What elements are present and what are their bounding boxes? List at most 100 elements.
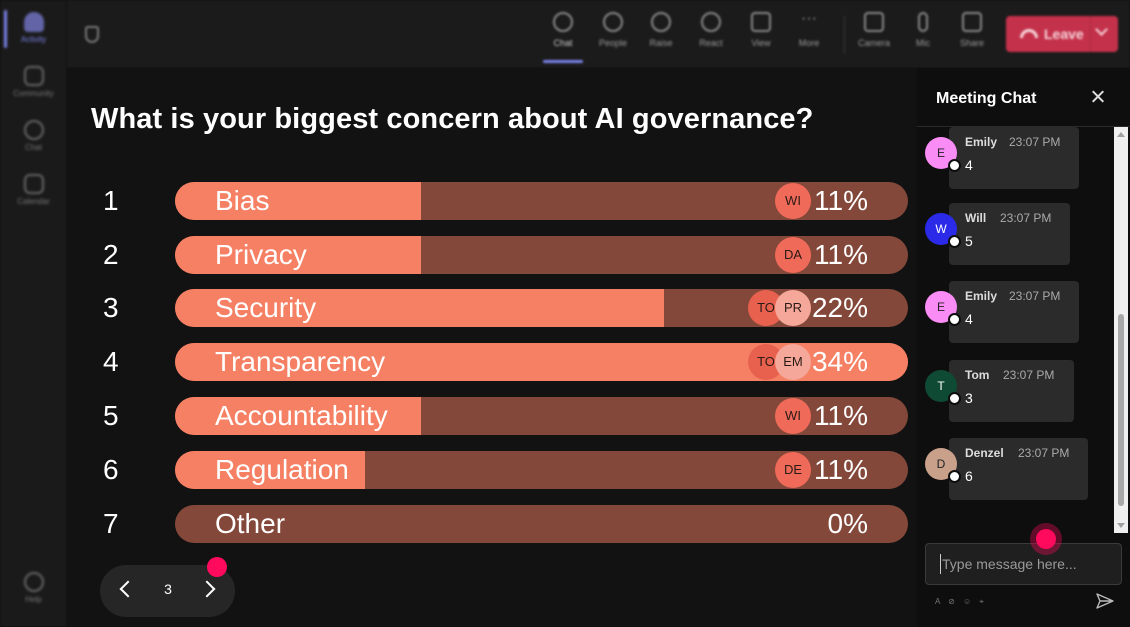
chat-sender-name: Tom [965, 368, 990, 382]
mic-icon [918, 12, 928, 32]
chat-message-text: 5 [965, 233, 973, 249]
toolbar-raise-button[interactable]: Raise [641, 12, 681, 48]
toolbar-react-button[interactable]: React [691, 12, 731, 48]
poll-option-label: Privacy [215, 239, 307, 270]
toolbar-label: More [798, 38, 820, 48]
pointer-indicator-dot [1030, 523, 1062, 555]
shield-icon [85, 26, 99, 43]
chat-message-text: 3 [965, 390, 973, 406]
chat-sender-name: Denzel [965, 446, 1004, 460]
avatar[interactable]: W [925, 213, 961, 248]
avatar[interactable]: E [925, 291, 961, 326]
toolbar-chat-button[interactable]: Chat [543, 12, 583, 48]
send-icon[interactable] [1096, 593, 1114, 609]
rail-item-label: Chat [25, 143, 42, 152]
calendar-icon [23, 174, 44, 194]
poll-option-label: Security [215, 292, 317, 323]
more-icon: ··· [801, 10, 817, 27]
chat-bubble: Emily 23:07 PM 4 [949, 281, 1079, 343]
help-icon [23, 572, 44, 592]
rail-item-label: Help [25, 595, 42, 604]
toolbar-separator [844, 16, 845, 54]
camera-icon [864, 12, 884, 32]
toolbar-label: Camera [857, 38, 890, 48]
rail-item-community[interactable]: Community [0, 66, 67, 98]
rail-item-chat[interactable]: Chat [0, 120, 67, 152]
rail-item-label: Activity [20, 35, 47, 44]
scroll-up-arrow-icon[interactable] [1117, 132, 1125, 137]
chat-timestamp: 23:07 PM [1018, 446, 1070, 460]
meeting-toolbar: Chat People Raise React View ··· More Ca… [67, 0, 1130, 68]
toolbar-camera-button[interactable]: Camera [854, 12, 894, 48]
chat-bubble: Emily 23:07 PM 4 [949, 127, 1079, 189]
chat-bubble: Denzel 23:07 PM 6 [949, 438, 1088, 500]
rail-item-calendar[interactable]: Calendar [0, 174, 67, 206]
poll-option-label: Accountability [215, 400, 388, 431]
poll-option-fill [175, 397, 421, 435]
scrollbar-thumb[interactable] [1118, 314, 1124, 506]
chat-bubble: Tom 23:07 PM 3 [949, 360, 1074, 422]
avatar[interactable]: D [925, 448, 961, 483]
chevron-right-icon[interactable] [198, 580, 216, 598]
avatar[interactable]: E [925, 137, 961, 172]
toolbar-more-button[interactable]: ··· More [789, 10, 829, 49]
voter-avatar: PR [775, 290, 811, 326]
scroll-down-arrow-icon[interactable] [1117, 523, 1125, 528]
chat-bubble: Will 23:07 PM 5 [949, 203, 1070, 265]
hand-icon [651, 12, 671, 32]
toolbar-share-button[interactable]: Share [952, 12, 992, 48]
chevron-left-icon[interactable] [119, 580, 137, 598]
toolbar-label: Raise [649, 38, 673, 48]
rail-item-activity[interactable]: Activity [0, 12, 67, 44]
poll-option-bar: Security TO PR 22% [175, 289, 908, 327]
chat-timestamp: 23:07 PM [1009, 289, 1061, 303]
smile-icon [701, 12, 721, 32]
rail-item-help[interactable]: Help [0, 572, 67, 604]
toolbar-view-button[interactable]: View [741, 12, 781, 48]
close-icon[interactable] [1089, 88, 1107, 106]
poll-option-percent: 34% [811, 346, 868, 377]
chat-message-list: Emily 23:07 PM 4 E Will 23:07 PM 5 W Emily 23:07 … [917, 127, 1113, 533]
poll-option-fill [175, 182, 421, 220]
chat-message-text: 6 [965, 468, 973, 484]
poll-option-number: 7 [103, 508, 119, 539]
poll-option-number: 5 [103, 400, 119, 431]
toolbar-active-indicator [543, 60, 583, 63]
poll-option-fill [175, 289, 664, 327]
poll-option-label: Regulation [215, 454, 349, 485]
chat-icon [23, 120, 44, 140]
chevron-down-icon[interactable] [1095, 23, 1108, 36]
poll-option-fill [175, 236, 421, 274]
leave-label: Leave [1044, 26, 1084, 42]
poll-option-number: 6 [103, 454, 119, 485]
pager-page-number: 3 [164, 581, 172, 597]
chat-message-input[interactable] [925, 543, 1122, 585]
toolbar-label: React [699, 38, 723, 48]
poll-option-fill [175, 451, 365, 489]
people-icon [603, 12, 623, 32]
voter-avatar: EM [775, 344, 811, 380]
text-caret [940, 554, 941, 574]
format-options-icon[interactable]: A ⊘ ☺ ⌖ [935, 597, 987, 606]
poll-option-percent: 22% [811, 292, 868, 323]
chat-title: Meeting Chat [936, 90, 1037, 107]
chat-sender-name: Emily [965, 135, 998, 149]
poll-option-percent: 11% [814, 400, 868, 431]
poll-option-number: 2 [103, 239, 119, 270]
chat-header-divider [917, 126, 1130, 127]
toolbar-label: Share [959, 38, 985, 48]
chat-timestamp: 23:07 PM [1000, 211, 1052, 225]
leave-button[interactable]: Leave [1006, 16, 1118, 52]
avatar[interactable]: T [925, 370, 961, 405]
poll-option-number: 3 [103, 292, 119, 323]
app-rail: Activity Community Chat Calendar Help [0, 0, 67, 627]
toolbar-mic-button[interactable]: Mic [903, 12, 943, 48]
chat-message-text: 4 [965, 157, 973, 173]
toolbar-people-button[interactable]: People [593, 12, 633, 48]
grid-icon [751, 12, 771, 32]
poll-option-percent: 11% [814, 185, 868, 216]
chat-scrollbar[interactable] [1114, 127, 1128, 533]
bell-icon [23, 12, 44, 32]
chat-sender-name: Emily [965, 289, 998, 303]
community-icon [23, 66, 44, 86]
